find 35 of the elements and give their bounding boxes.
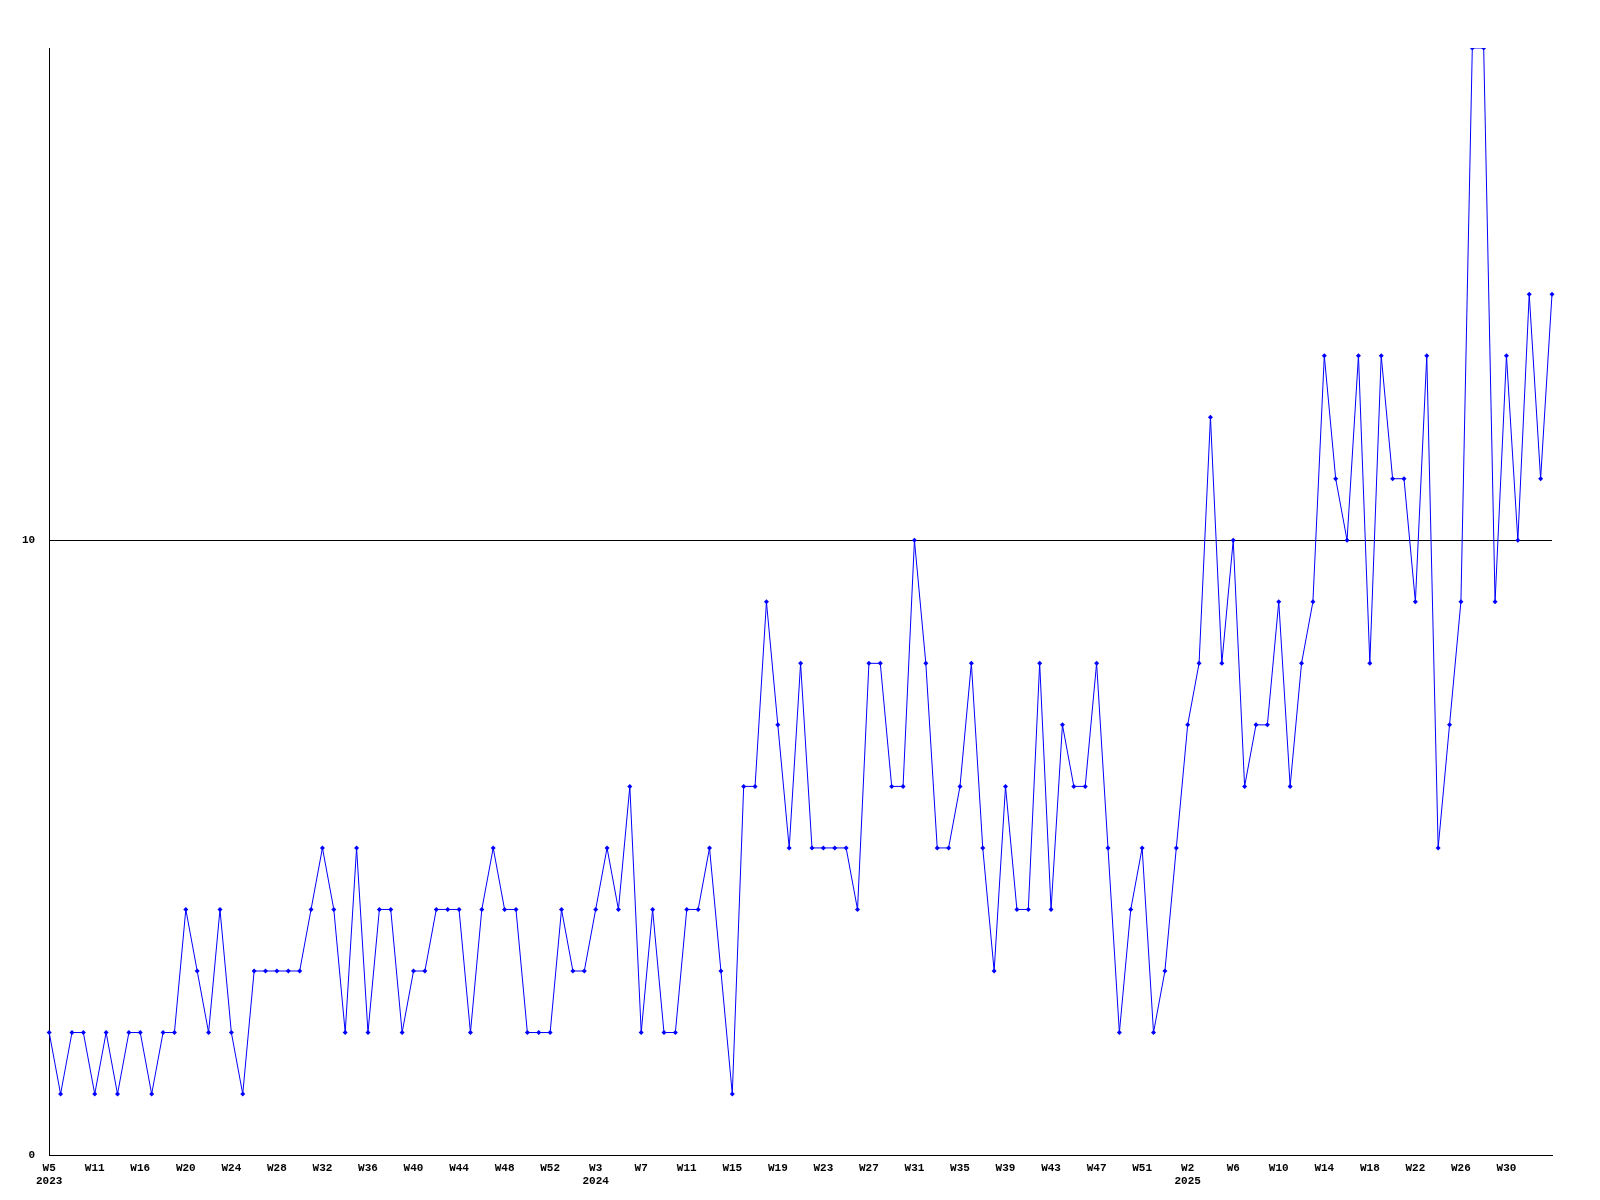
x-tick-label: W7 [634, 1161, 648, 1174]
x-tick-label: W47 [1086, 1161, 1107, 1174]
x-tick-label: W35 [950, 1161, 971, 1174]
x-tick-label: W16 [130, 1161, 151, 1174]
x-tick-label: W14 [1314, 1161, 1335, 1174]
x-tick-label: W5 2023 [36, 1161, 63, 1188]
x-tick-label: W10 [1268, 1161, 1289, 1174]
x-tick-label: W40 [403, 1161, 424, 1174]
x-tick-label: W6 [1226, 1161, 1240, 1174]
x-tick-label: W22 [1405, 1161, 1426, 1174]
x-tick-label: W3 2024 [582, 1161, 610, 1188]
x-tick-label: W31 [904, 1161, 925, 1174]
x-tick-label: W48 [494, 1161, 515, 1174]
x-tick-label: W19 [767, 1161, 788, 1174]
x-tick-label: W11 [84, 1161, 106, 1174]
x-tick-label: W20 [175, 1161, 196, 1174]
x-tick-label: W43 [1041, 1161, 1062, 1174]
x-tick-label: W39 [995, 1161, 1016, 1174]
x-tick-label: W27 [859, 1161, 879, 1174]
y-tick-label: 10 [22, 534, 36, 547]
x-tick-label: W44 [449, 1161, 470, 1174]
x-tick-label: W26 [1451, 1161, 1471, 1174]
x-tick-label: W23 [813, 1161, 834, 1174]
x-tick-label: W24 [221, 1161, 242, 1174]
x-tick-label: W51 [1132, 1161, 1153, 1174]
x-tick-label: W18 [1359, 1161, 1381, 1174]
x-tick-label: W28 [266, 1161, 288, 1174]
x-tick-label: W36 [358, 1161, 378, 1174]
x-tick-label: W30 [1496, 1161, 1517, 1174]
x-tick-label: W52 [540, 1161, 561, 1174]
x-tick-label: W2 2025 [1174, 1161, 1202, 1188]
y-tick-label: 0 [28, 1149, 36, 1162]
x-tick-label: W11 [676, 1161, 698, 1174]
x-tick-label: W15 [722, 1161, 743, 1174]
x-tick-label: W32 [312, 1161, 333, 1174]
